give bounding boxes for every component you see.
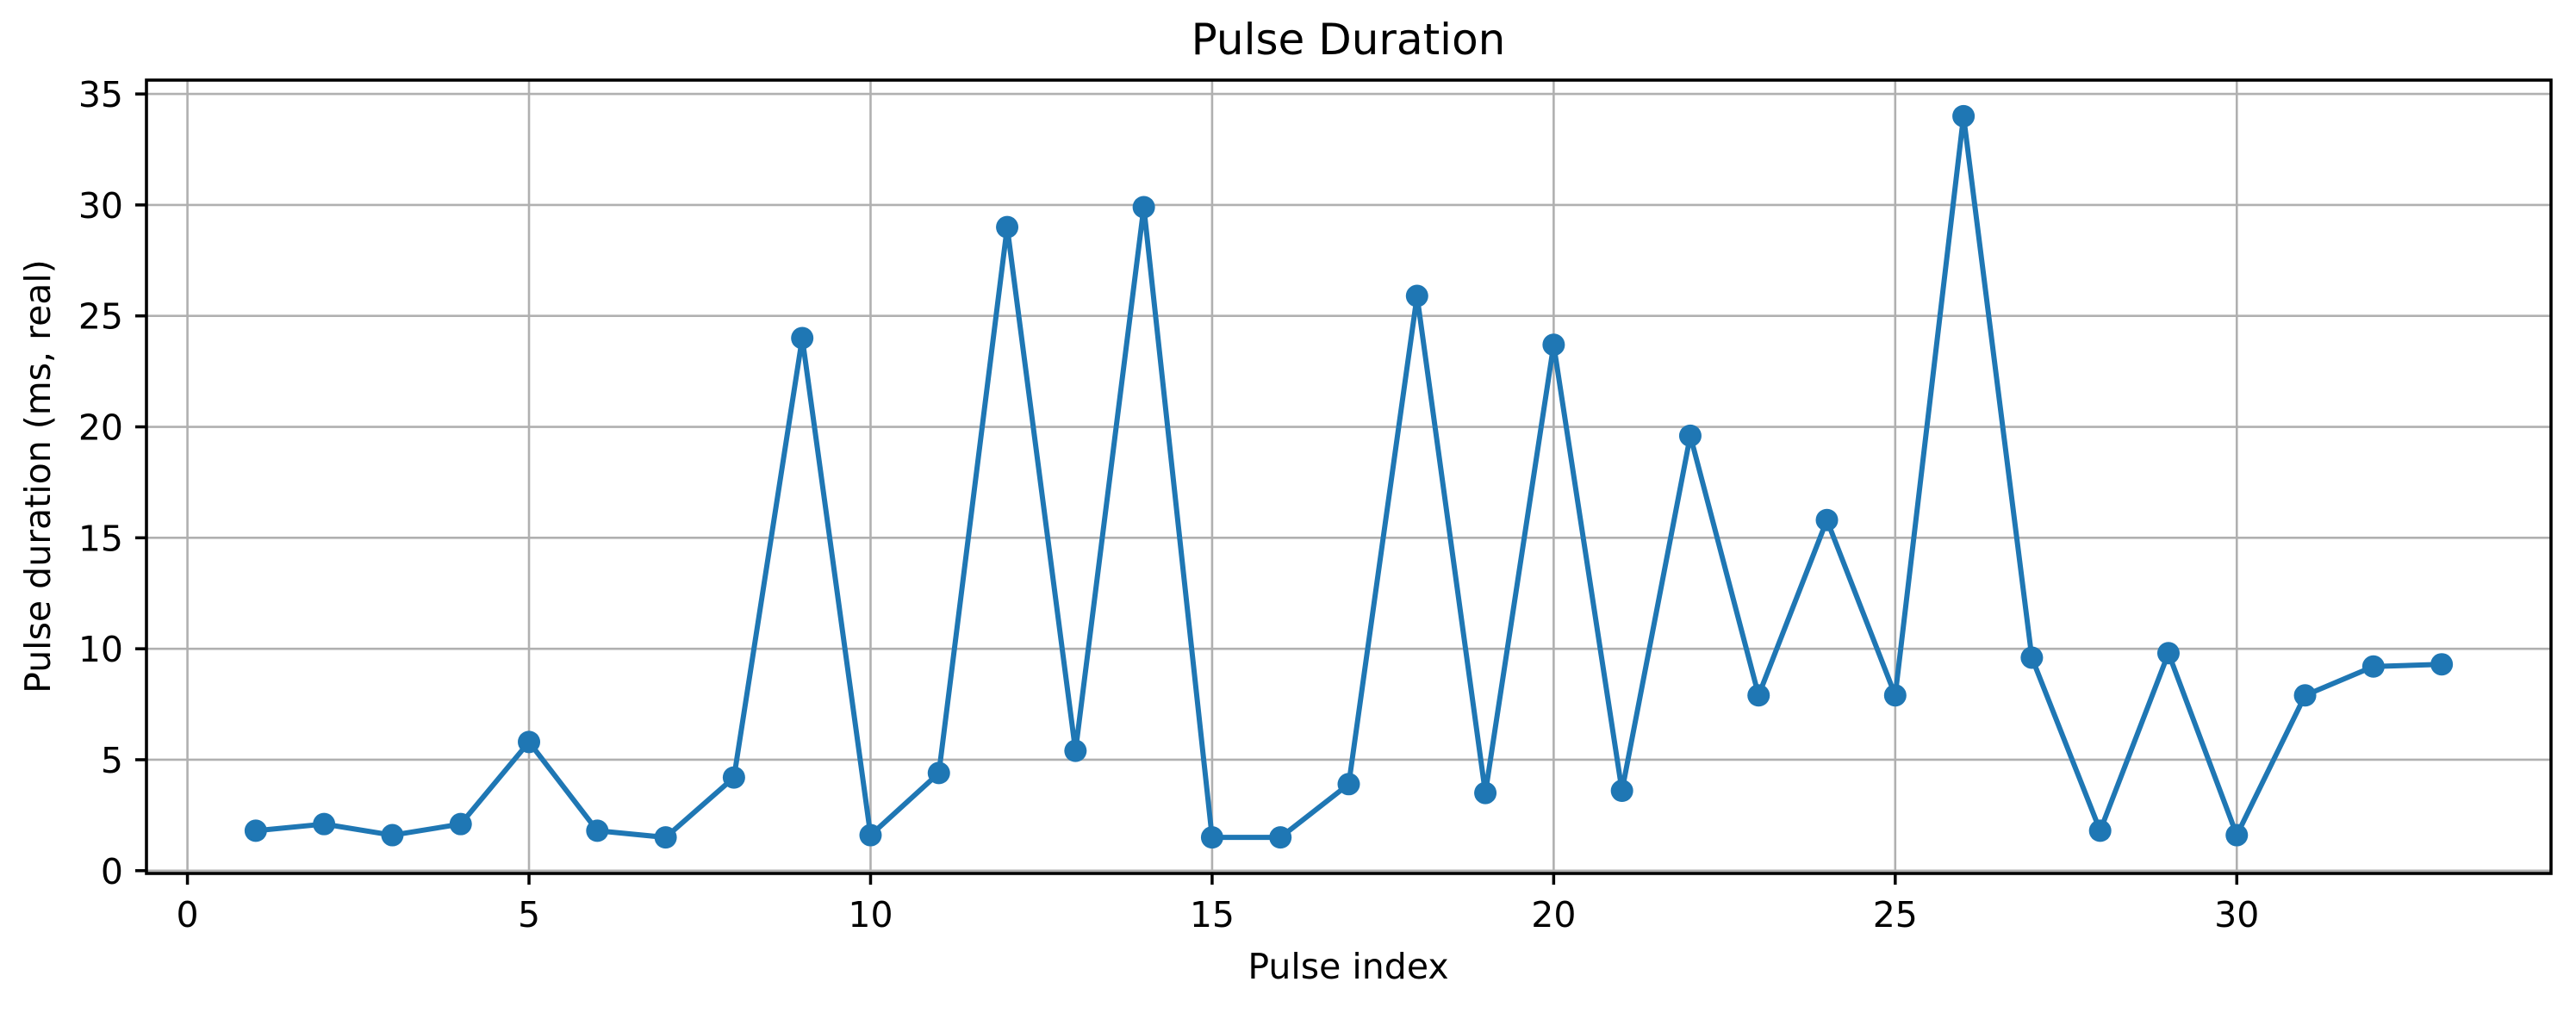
x-tick-label: 25 [1873, 894, 1918, 935]
chart-title: Pulse Duration [1191, 15, 1506, 65]
y-tick-label: 5 [101, 740, 123, 781]
x-tick-label: 5 [518, 894, 540, 935]
data-point-marker [244, 819, 267, 842]
data-point-marker [1474, 781, 1497, 805]
data-point-marker [2430, 653, 2454, 676]
data-point-marker [2020, 646, 2044, 669]
data-point-marker [586, 819, 609, 842]
data-point-marker [927, 761, 950, 785]
data-point-marker [722, 766, 745, 789]
data-point-marker [791, 326, 814, 350]
tick-labels: 0 5 10 15 20 25 30 0 5 10 15 20 25 30 35 [78, 74, 2260, 935]
data-point-marker [381, 823, 404, 847]
data-markers [244, 104, 2454, 849]
data-point-marker [1064, 739, 1087, 762]
y-axis-label: Pulse duration (ms, real) [17, 259, 59, 693]
data-point-marker [2361, 655, 2385, 678]
grid [146, 80, 2551, 873]
data-point-marker [1678, 424, 1702, 447]
data-point-marker [2088, 819, 2112, 842]
data-point-marker [313, 812, 336, 836]
y-tick-label: 25 [78, 296, 123, 338]
data-point-marker [2225, 823, 2249, 847]
y-tick-label: 15 [78, 518, 123, 559]
plot-spines [145, 78, 2553, 875]
data-point-marker [1883, 684, 1907, 707]
data-point-marker [1337, 773, 1360, 796]
data-point-marker [654, 826, 677, 849]
data-line [252, 113, 2445, 841]
data-point-marker [1542, 333, 1565, 357]
data-point-marker [1132, 196, 1155, 219]
data-point-marker [1405, 284, 1428, 308]
data-point-marker [2156, 642, 2180, 665]
data-point-marker [1610, 780, 1633, 803]
y-tick-label: 35 [78, 74, 123, 115]
x-axis-label: Pulse index [1248, 946, 1449, 987]
data-point-marker [1952, 104, 1976, 127]
data-point-marker [1815, 508, 1839, 531]
y-tick-label: 20 [78, 407, 123, 449]
data-point-marker [518, 730, 541, 754]
x-tick-label: 0 [177, 894, 199, 935]
data-point-marker [1747, 684, 1770, 707]
x-tick-label: 30 [2214, 894, 2259, 935]
data-point-marker [859, 823, 882, 847]
data-point-marker [996, 215, 1019, 239]
data-point-marker [449, 812, 472, 836]
data-point-marker [2293, 684, 2317, 707]
y-tick-label: 0 [101, 851, 123, 892]
x-tick-label: 10 [848, 894, 893, 935]
y-tick-label: 30 [78, 185, 123, 227]
data-point-marker [1269, 826, 1292, 849]
tick-marks [135, 92, 2239, 885]
data-point-marker [1200, 826, 1223, 849]
x-tick-label: 15 [1190, 894, 1235, 935]
x-tick-label: 20 [1531, 894, 1576, 935]
y-tick-label: 10 [78, 629, 123, 670]
